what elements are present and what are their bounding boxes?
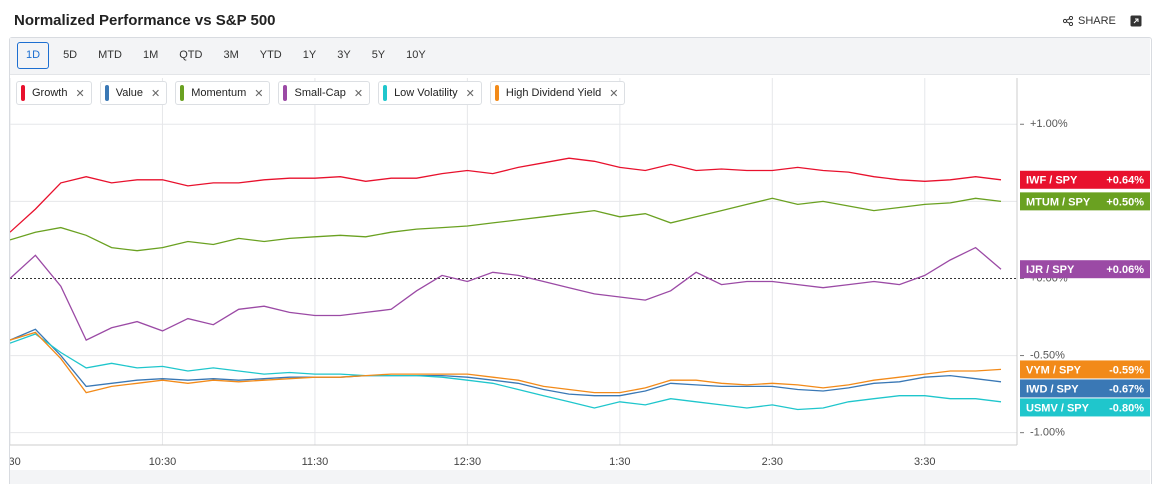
series-line bbox=[10, 333, 1002, 411]
legend-swatch bbox=[180, 85, 185, 101]
legend-remove[interactable]: ✕ bbox=[254, 87, 264, 100]
chart-card bbox=[9, 37, 1152, 484]
y-tick-label: -1.00% bbox=[1030, 427, 1065, 439]
range-button[interactable]: 1Y bbox=[302, 49, 317, 61]
range-button[interactable]: YTD bbox=[259, 49, 282, 61]
y-tick-label: +1.00% bbox=[1030, 118, 1068, 130]
range-button[interactable]: 10Y bbox=[406, 49, 426, 61]
legend-item[interactable]: Low Volatility ✕ bbox=[378, 81, 482, 105]
legend-swatch bbox=[104, 85, 109, 101]
legend-swatch bbox=[283, 85, 288, 101]
legend-remove[interactable]: ✕ bbox=[151, 87, 161, 100]
end-tag bbox=[1020, 170, 1150, 189]
range-button[interactable]: 1D bbox=[17, 42, 50, 69]
end-tag-name: IWD / SPY bbox=[1026, 383, 1079, 395]
end-tag-name: USMV / SPY bbox=[1026, 402, 1090, 414]
plot-area: +1.00%+0.50%+0.00%-0.50%-1.00%9:3010:301… bbox=[0, 78, 1068, 468]
series-line bbox=[10, 328, 1002, 397]
x-tick-label: 9:30 bbox=[0, 456, 21, 468]
y-tick-label: -0.50% bbox=[1030, 349, 1065, 361]
range-button[interactable]: 5Y bbox=[371, 49, 386, 61]
x-tick-label: 11:30 bbox=[302, 456, 329, 468]
end-tag-value: +0.06% bbox=[1106, 264, 1144, 276]
legend-swatch bbox=[21, 85, 25, 101]
legend-label: Low Volatility bbox=[394, 87, 458, 99]
footer-strip bbox=[10, 470, 1150, 484]
series-line bbox=[10, 331, 1002, 394]
end-tag-name: MTUM / SPY bbox=[1026, 196, 1091, 208]
share-button[interactable]: SHARE bbox=[1063, 15, 1116, 27]
series-line bbox=[10, 157, 1002, 233]
end-tag bbox=[1020, 379, 1150, 398]
legend-swatch bbox=[494, 85, 499, 101]
range-button[interactable]: QTD bbox=[179, 49, 203, 61]
expand-icon[interactable] bbox=[1130, 15, 1142, 27]
legend-label: High Dividend Yield bbox=[505, 87, 602, 99]
legend-label: Growth bbox=[32, 87, 68, 99]
x-tick-label: 10:30 bbox=[149, 456, 177, 468]
legend-label: Small-Cap bbox=[294, 87, 346, 99]
range-button[interactable]: 3M bbox=[223, 49, 239, 61]
end-tag bbox=[1020, 260, 1150, 279]
legend-remove[interactable]: ✕ bbox=[465, 87, 475, 100]
legend: Growth ✕ Value ✕ Momentum ✕ Small-Cap ✕ Low Vola… bbox=[16, 81, 626, 105]
range-selector: 1D 5D MTD 1M QTD 3M YTD 1Y 3Y 5Y 10Y bbox=[17, 42, 433, 69]
share-icon bbox=[1063, 16, 1073, 26]
x-tick-label: 12:30 bbox=[454, 456, 482, 468]
end-tag-value: +0.64% bbox=[1106, 175, 1144, 187]
chart-title: Normalized Performance vs S&P 500 bbox=[14, 12, 276, 29]
x-tick-label: 2:30 bbox=[762, 456, 783, 468]
x-tick-label: 3:30 bbox=[914, 456, 935, 468]
legend-item[interactable]: Growth ✕ bbox=[16, 81, 92, 105]
legend-label: Momentum bbox=[191, 87, 247, 99]
legend-remove[interactable]: ✕ bbox=[609, 87, 619, 100]
x-tick-label: 1:30 bbox=[609, 456, 630, 468]
legend-swatch bbox=[383, 85, 388, 101]
end-tag-name: VYM / SPY bbox=[1026, 364, 1082, 376]
share-label: SHARE bbox=[1078, 15, 1116, 27]
legend-item[interactable]: Value ✕ bbox=[99, 81, 168, 105]
end-tag bbox=[1020, 360, 1150, 379]
end-tag-value: +0.50% bbox=[1106, 196, 1144, 208]
legend-item[interactable]: High Dividend Yield ✕ bbox=[489, 81, 626, 105]
range-button[interactable]: 1M bbox=[142, 49, 159, 61]
legend-item[interactable]: Small-Cap ✕ bbox=[278, 81, 371, 105]
end-tag-value: -0.59% bbox=[1109, 364, 1144, 376]
end-tag-name: IJR / SPY bbox=[1026, 264, 1075, 276]
range-button[interactable]: 3Y bbox=[337, 49, 351, 61]
legend-label: Value bbox=[115, 87, 144, 99]
end-tag-value: -0.80% bbox=[1109, 402, 1144, 414]
range-button[interactable]: MTD bbox=[98, 49, 122, 61]
legend-remove[interactable]: ✕ bbox=[353, 87, 364, 100]
range-button[interactable]: 5D bbox=[63, 49, 78, 61]
series-line bbox=[10, 197, 1002, 252]
series-line bbox=[10, 246, 1002, 341]
range-bar bbox=[10, 38, 1150, 75]
legend-remove[interactable]: ✕ bbox=[75, 87, 85, 100]
legend-item[interactable]: Momentum ✕ bbox=[175, 81, 271, 105]
end-tag-value: -0.67% bbox=[1109, 383, 1144, 395]
end-tag bbox=[1020, 192, 1150, 211]
end-tag bbox=[1020, 398, 1150, 417]
end-tag-name: IWF / SPY bbox=[1026, 175, 1078, 187]
